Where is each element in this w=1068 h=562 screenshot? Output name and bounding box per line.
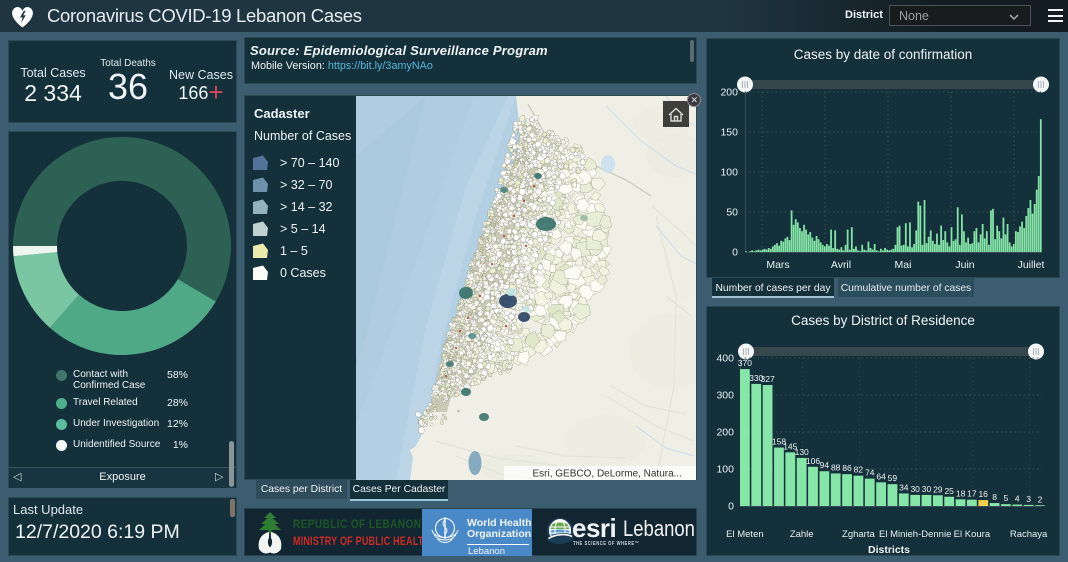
svg-text:327: 327	[761, 374, 775, 384]
svg-text:5: 5	[1004, 493, 1009, 503]
svg-text:94: 94	[820, 460, 830, 470]
svg-text:400: 400	[716, 353, 734, 365]
svg-text:Mars: Mars	[766, 259, 789, 271]
svg-text:200: 200	[716, 427, 734, 439]
svg-text:158: 158	[772, 437, 786, 447]
svg-text:Districts: Districts	[868, 544, 910, 556]
svg-text:30: 30	[910, 484, 920, 494]
svg-text:150: 150	[720, 127, 738, 139]
svg-text:El Meten: El Meten	[726, 529, 764, 540]
svg-text:29: 29	[933, 484, 943, 494]
svg-text:34: 34	[899, 482, 909, 492]
svg-text:El Minieh-Dennie: El Minieh-Dennie	[879, 529, 951, 540]
svg-text:145: 145	[783, 441, 797, 451]
svg-text:100: 100	[716, 464, 734, 476]
svg-text:50: 50	[726, 207, 738, 219]
svg-text:Juillet: Juillet	[1018, 259, 1045, 271]
svg-text:Cases by date of confirmation: Cases by date of confirmation	[794, 47, 973, 62]
svg-text:0: 0	[732, 247, 738, 259]
svg-text:0: 0	[728, 501, 734, 513]
svg-text:18: 18	[956, 488, 966, 498]
svg-text:El Koura: El Koura	[954, 529, 991, 540]
svg-text:200: 200	[720, 87, 738, 99]
svg-text:300: 300	[716, 390, 734, 402]
svg-text:130: 130	[795, 447, 809, 457]
svg-text:59: 59	[888, 473, 898, 483]
svg-text:25: 25	[944, 486, 954, 496]
svg-text:370: 370	[738, 358, 752, 368]
svg-text:17: 17	[967, 489, 977, 499]
svg-text:Rachaya: Rachaya	[1010, 529, 1048, 540]
svg-text:8: 8	[992, 492, 997, 502]
svg-text:Zahle: Zahle	[790, 529, 814, 540]
svg-text:Juin: Juin	[955, 259, 974, 271]
svg-text:82: 82	[854, 465, 864, 475]
svg-text:Avril: Avril	[831, 259, 851, 271]
svg-text:30: 30	[922, 484, 932, 494]
svg-text:100: 100	[720, 167, 738, 179]
svg-text:Cases by District of Residence: Cases by District of Residence	[791, 313, 975, 328]
svg-text:Esri, GEBCO, DeLorme, Natura..: Esri, GEBCO, DeLorme, Natura...	[533, 469, 683, 480]
svg-text:106: 106	[806, 456, 820, 466]
svg-text:16: 16	[978, 489, 988, 499]
svg-text:330: 330	[749, 373, 763, 383]
svg-text:4: 4	[1015, 494, 1020, 504]
svg-text:88: 88	[831, 462, 841, 472]
svg-text:Mai: Mai	[895, 259, 912, 271]
svg-text:2: 2	[1038, 494, 1043, 504]
svg-text:3: 3	[1026, 494, 1031, 504]
svg-text:74: 74	[865, 468, 875, 478]
svg-text:64: 64	[876, 471, 886, 481]
svg-text:86: 86	[842, 463, 852, 473]
svg-text:Zgharta: Zgharta	[842, 529, 875, 540]
